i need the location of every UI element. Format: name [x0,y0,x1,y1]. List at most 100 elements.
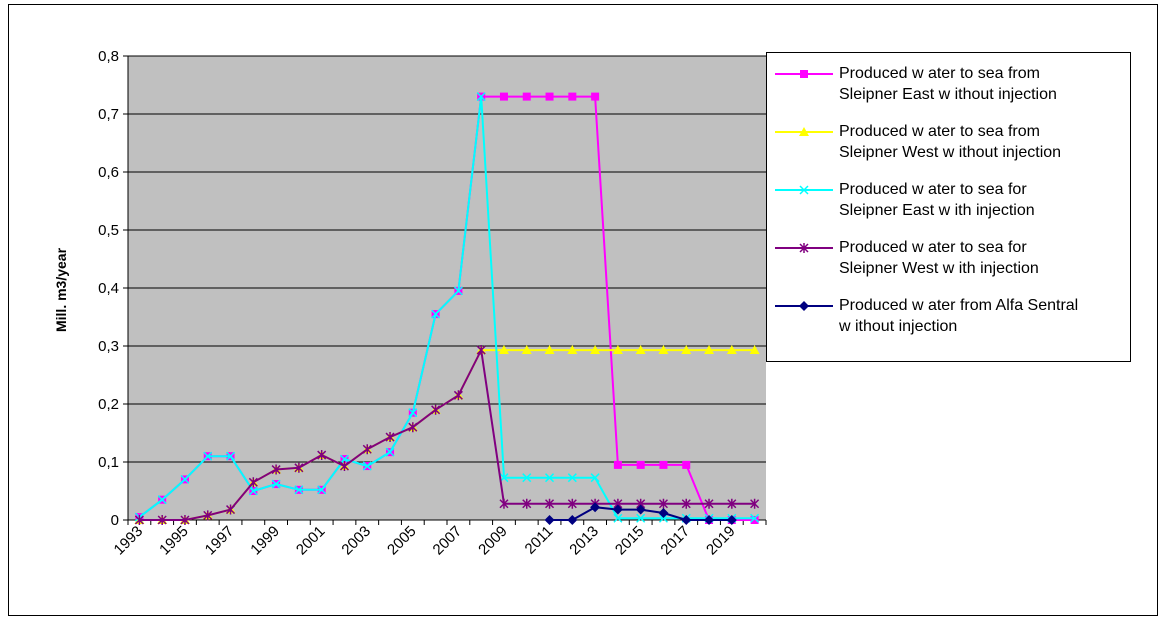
data-point [499,92,508,101]
data-point [339,461,349,472]
legend-item: Produced w ater to sea from Sleipner East… [767,63,1132,115]
data-point [567,473,577,483]
data-point [180,474,190,484]
data-point [704,498,714,509]
legend-item: Produced w ater from Alfa Sentral w ithou… [767,295,1132,347]
data-point [499,498,509,509]
legend-item: Produced w ater to sea for Sleipner West … [767,237,1132,289]
data-point [799,243,809,253]
data-point [799,127,809,136]
x-tick-label: 2005 [384,523,420,559]
data-point [704,345,715,355]
x-tick-label: 2001 [293,523,329,559]
legend-label: Produced w ater to sea from Sleipner East… [839,63,1129,105]
data-point [522,498,532,509]
data-point [476,92,486,102]
legend-label-line: w ithout injection [839,318,958,335]
legend: Produced w ater to sea from Sleipner East… [766,52,1131,362]
legend-label-line: Sleipner West w ithout injection [839,144,1062,161]
data-point [522,92,531,101]
data-point [749,345,760,355]
series-group [134,92,760,525]
data-point [294,462,304,473]
x-tick-label: 2019 [703,523,739,559]
data-point [476,345,486,356]
x-tick-label: 2015 [612,523,648,559]
data-point [317,450,327,461]
legend-label-line: Produced w ater from Alfa Sentral [839,297,1079,314]
legend-label-line: Sleipner East w ith injection [839,202,1035,219]
data-point [431,404,441,415]
data-point [658,513,668,523]
data-point [544,515,555,525]
legend-swatch [775,243,833,253]
x-tick-label: 2011 [522,523,557,558]
data-point [545,473,555,483]
legend-item: Produced w ater to sea from Sleipner West… [767,121,1132,173]
data-point [544,345,555,355]
legend-label-line: Sleipner East w ithout injection [839,86,1057,103]
axes [127,56,767,525]
data-point [339,454,349,464]
data-point [248,477,258,488]
data-point [568,92,577,101]
data-point [545,92,554,101]
data-point [590,345,601,355]
x-tick-label: 1995 [156,523,192,559]
data-point [681,498,691,509]
y-tick-label: 0,4 [98,280,119,297]
data-point [726,345,737,355]
data-point [612,345,623,355]
data-point [317,485,327,495]
legend-label: Produced w ater to sea for Sleipner West … [839,237,1129,279]
y-axis-label: Mill. m3/year [53,247,69,332]
data-point [681,345,692,355]
y-tick-label: 0,1 [98,454,119,471]
data-point [362,444,372,455]
data-point [799,185,809,195]
data-point [750,516,759,524]
series-line [138,96,755,520]
data-point [590,502,601,513]
y-tick-label: 0 [111,512,119,529]
data-point [612,504,623,515]
data-point [681,515,692,525]
legend-label: Produced w ater to sea from Sleipner West… [839,121,1129,163]
data-point [180,515,190,525]
legend-label: Produced w ater from Alfa Sentral w ithou… [839,295,1129,337]
y-tick-label: 0,5 [98,222,119,239]
data-point [658,498,668,509]
data-point [682,460,691,469]
data-point [750,513,760,523]
data-point [226,504,236,515]
data-point [636,513,646,523]
legend-label: Produced w ater to sea for Sleipner East … [839,179,1129,221]
legend-swatch [775,185,833,195]
legend-swatch [775,301,833,311]
x-tick-label: 2003 [338,523,374,559]
data-point [727,498,737,509]
x-tick-label: 2013 [566,523,602,559]
legend-label-line: Sleipner West w ith injection [839,260,1039,277]
data-point [567,515,578,525]
legend-label-line: Produced w ater to sea from [839,123,1040,140]
legend-label-line: Produced w ater to sea from [839,65,1040,82]
data-point [453,390,463,401]
x-tick-label: 2007 [430,523,466,559]
data-point [271,479,281,489]
y-tick-labels: 0 0,1 0,2 0,3 0,4 0,5 0,6 0,7 0,8 [98,48,119,529]
data-point [134,515,144,525]
legend-label-line: Produced w ater to sea for [839,239,1027,256]
x-tick-labels: 1993 1995 1997 1999 2001 2003 2005 2007 2009 2011… [111,523,739,559]
data-point [799,301,809,311]
data-point [203,510,213,521]
data-point [385,447,395,457]
data-point [591,92,600,101]
data-point [659,460,668,469]
data-point [635,345,646,355]
legend-item: Produced w ater to sea for Sleipner East … [767,179,1132,231]
data-point [567,498,577,509]
data-point [545,498,555,509]
data-point [157,495,167,505]
